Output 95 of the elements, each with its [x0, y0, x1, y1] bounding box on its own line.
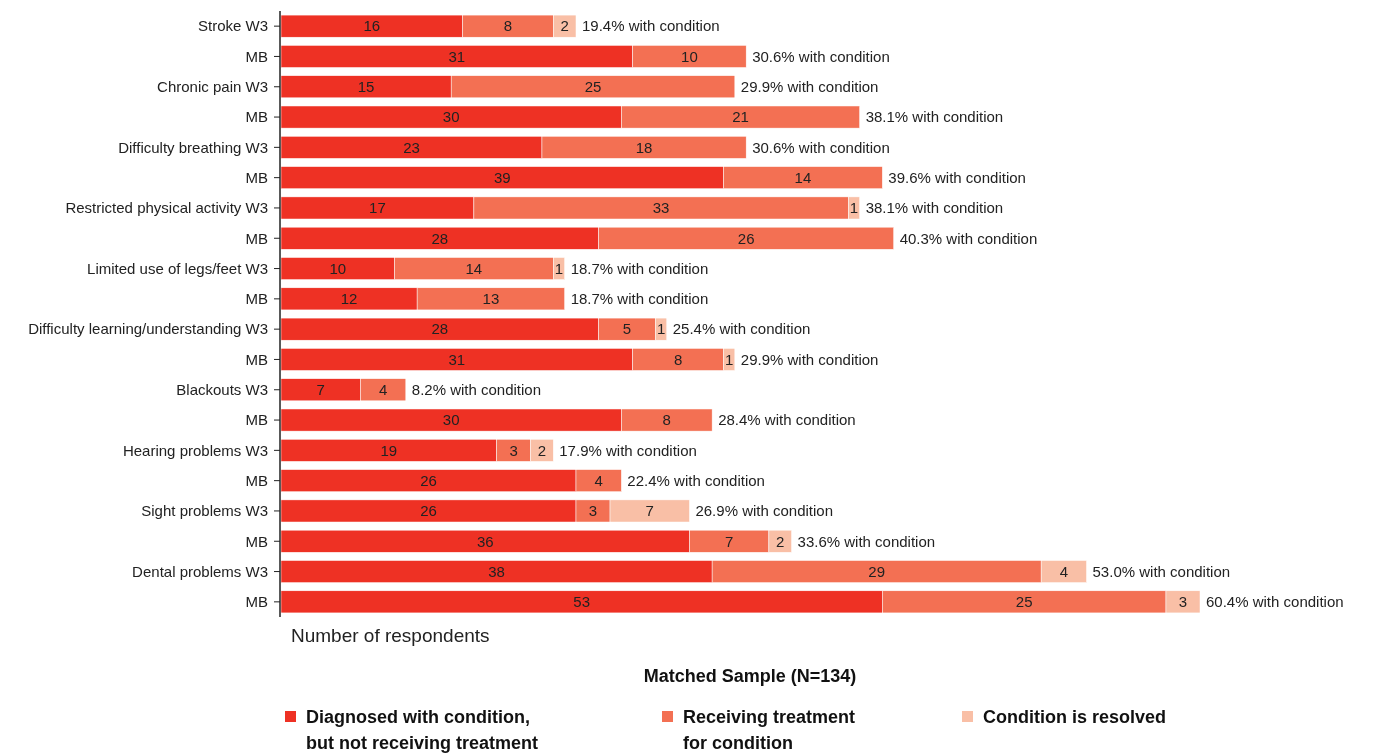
data-label: 30: [442, 411, 460, 429]
legend-label: Condition is resolved: [983, 707, 1167, 727]
annotation: 19.4% with condition: [581, 17, 720, 35]
data-label: 2: [776, 532, 785, 550]
data-label: 31: [448, 350, 466, 368]
annotation: 25.4% with condition: [672, 320, 811, 338]
y-tick-label: MB: [245, 532, 268, 550]
y-tick-label: MB: [245, 168, 268, 186]
annotation: 30.6% with condition: [752, 138, 890, 156]
data-label: 1: [849, 199, 859, 217]
data-label: 19: [380, 441, 398, 459]
data-label: 53: [573, 593, 590, 611]
y-tick-label: Chronic pain W3: [157, 78, 268, 95]
data-label: 30: [442, 108, 460, 126]
data-label: 28: [431, 320, 449, 338]
data-label: 38: [488, 562, 505, 580]
annotation: 40.3% with condition: [899, 229, 1038, 247]
data-label: 25: [584, 78, 602, 95]
annotation: 29.9% with condition: [740, 78, 879, 95]
annotation: 18.7% with condition: [570, 290, 709, 308]
y-tick-label: Sight problems W3: [141, 502, 268, 520]
legend-label: Diagnosed with condition, but not receiving treatment: [306, 707, 539, 753]
y-tick-label: Difficulty learning/understanding W3: [28, 320, 268, 338]
data-label: 29: [868, 562, 885, 580]
y-tick-label: MB: [245, 229, 268, 247]
data-label: 8: [673, 350, 683, 368]
y-tick-label: MB: [245, 108, 268, 126]
data-label: 26: [420, 471, 437, 489]
data-label: 7: [316, 381, 325, 398]
annotation: 38.1% with condition: [865, 108, 1004, 126]
annotation: 53.0% with condition: [1092, 562, 1231, 580]
data-label: 3: [1178, 593, 1188, 611]
data-label: 2: [560, 17, 569, 35]
y-tick-label: Limited use of legs/feet W3: [87, 259, 268, 277]
y-tick-label: Dental problems W3: [132, 562, 268, 580]
data-label: 13: [482, 290, 500, 308]
y-tick-label: MB: [245, 411, 268, 429]
data-label: 39: [493, 168, 511, 186]
y-tick-label: Stroke W3: [197, 17, 268, 35]
y-tick-label: MB: [245, 350, 268, 368]
annotation: 33.6% with condition: [797, 532, 936, 550]
y-tick-label: Blackouts W3: [176, 381, 268, 398]
data-label: 10: [329, 259, 347, 277]
data-label: 3: [588, 502, 598, 520]
x-axis-title: Number of respondents: [291, 625, 490, 646]
legend-title: Matched Sample (N=134): [643, 666, 857, 686]
data-label: 17: [369, 199, 386, 217]
y-tick-label: Hearing problems W3: [122, 441, 268, 459]
data-label: 8: [662, 411, 671, 429]
data-label: 7: [724, 532, 734, 550]
y-tick-label: MB: [245, 290, 268, 308]
data-label: 5: [622, 320, 632, 338]
annotation: 26.9% with condition: [695, 502, 834, 520]
data-label: 26: [420, 502, 437, 520]
annotation: 30.6% with condition: [752, 47, 890, 65]
data-label: 16: [363, 17, 381, 35]
data-label: 21: [732, 108, 749, 126]
annotation: 22.4% with condition: [627, 471, 765, 489]
data-label: 8: [503, 17, 513, 35]
data-label: 14: [794, 168, 812, 186]
data-label: 4: [1059, 562, 1069, 580]
data-label: 4: [378, 381, 388, 398]
data-label: 33: [652, 199, 670, 217]
data-label: 25: [1015, 593, 1033, 611]
data-label: 18: [635, 138, 653, 156]
y-tick-label: Restricted physical activity W3: [65, 199, 268, 217]
data-label: 36: [476, 532, 494, 550]
data-label: 1: [656, 320, 666, 338]
legend-label: Receiving treatment for condition: [683, 707, 856, 753]
y-tick-label: MB: [245, 471, 268, 489]
annotation: 38.1% with condition: [865, 199, 1004, 217]
annotation: 39.6% with condition: [888, 168, 1026, 186]
data-label: 26: [737, 229, 755, 247]
data-label: 31: [448, 47, 466, 65]
y-tick-label: MB: [245, 593, 268, 611]
data-label: 23: [403, 138, 420, 156]
data-label: 3: [509, 441, 518, 459]
data-label: 15: [357, 78, 375, 95]
annotation: 28.4% with condition: [718, 411, 856, 429]
text: 60.4% with condition: [1206, 593, 1344, 611]
data-label: 4: [594, 471, 603, 489]
data-label: 1: [724, 350, 734, 368]
data-label: 7: [645, 502, 654, 520]
annotation: 8.2% with condition: [411, 381, 542, 398]
y-tick-label: Difficulty breathing W3: [118, 138, 268, 156]
data-label: 2: [537, 441, 547, 459]
annotation: 17.9% with condition: [559, 441, 697, 459]
y-tick-label: MB: [245, 47, 268, 65]
data-label: 14: [465, 259, 483, 277]
annotation: 18.7% with condition: [570, 259, 709, 277]
data-label: 28: [431, 229, 449, 247]
annotation: 29.9% with condition: [740, 350, 879, 368]
data-label: 10: [681, 47, 698, 65]
data-label: 1: [554, 259, 564, 277]
data-label: 12: [340, 290, 358, 308]
